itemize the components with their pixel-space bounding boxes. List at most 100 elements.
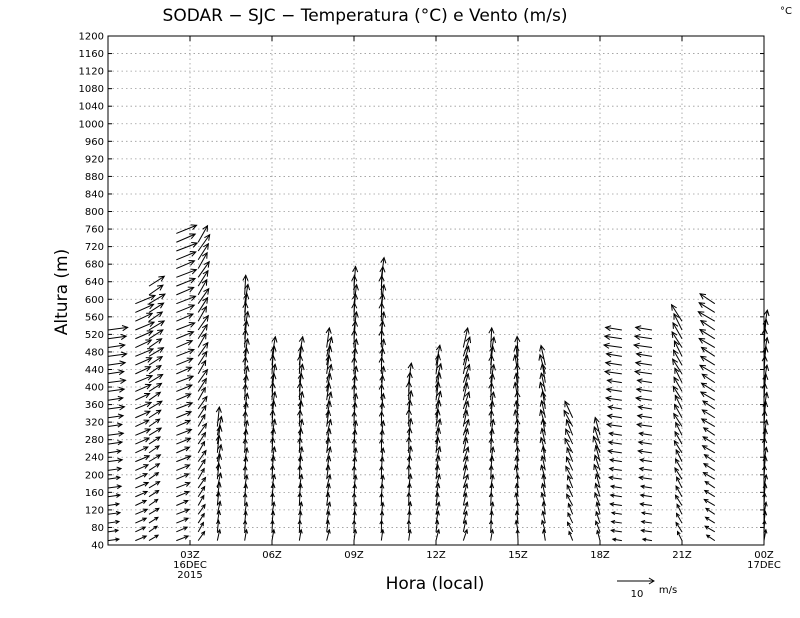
wind-vector-shaft — [197, 468, 205, 480]
wind-vector-head — [539, 408, 546, 416]
wind-vector-shaft — [704, 525, 716, 533]
wind-vector-head — [676, 476, 681, 482]
wind-vector-shaft — [703, 427, 716, 436]
wind-vector-shaft — [595, 511, 601, 524]
wind-vector-shaft — [135, 428, 151, 436]
wind-vector-shaft — [197, 531, 206, 541]
wind-vector-head — [216, 528, 222, 534]
wind-vector-shaft — [435, 501, 440, 515]
wind-vector-head — [352, 528, 358, 534]
wind-vector-shaft — [326, 401, 331, 418]
wind-vector-head — [144, 383, 152, 390]
wind-vector-head — [142, 508, 149, 514]
wind-vector-shaft — [594, 455, 601, 471]
corner-label: °C — [780, 6, 792, 17]
wind-vector-head — [201, 422, 208, 429]
wind-vector-shaft — [380, 475, 384, 489]
wind-vector-head — [672, 385, 679, 393]
wind-vector-shaft — [197, 423, 207, 436]
wind-vector-shaft — [673, 313, 683, 331]
wind-vector-head — [539, 372, 546, 380]
wind-vector-shaft — [244, 293, 248, 313]
wind-vector-shaft — [107, 397, 123, 401]
wind-vector-head — [513, 399, 520, 407]
wind-vector-head — [184, 446, 191, 452]
wind-vector-head — [699, 364, 707, 371]
wind-vector-shaft — [107, 521, 120, 524]
wind-vector-shaft — [107, 335, 127, 340]
wind-vector-shaft — [271, 446, 275, 462]
wind-profile — [488, 326, 497, 541]
wind-vector-head — [464, 473, 469, 480]
wind-vector-shaft — [176, 295, 196, 305]
wind-vector-shaft — [326, 373, 331, 392]
wind-vector-shaft — [216, 463, 220, 480]
wind-vector-head — [204, 233, 211, 241]
wind-vector-head — [593, 463, 599, 471]
wind-vector-head — [611, 537, 617, 542]
wind-vector-head — [595, 501, 601, 507]
wind-vector-head — [352, 265, 359, 273]
wind-vector-head — [436, 390, 443, 398]
wind-vector-shaft — [244, 338, 249, 357]
y-tick-label: 800 — [85, 207, 104, 218]
wind-vector-shaft — [435, 418, 441, 436]
wind-vector-shaft — [353, 420, 357, 436]
wind-vector-shaft — [135, 312, 153, 322]
wind-vector-shaft — [640, 459, 653, 463]
wind-vector-shaft — [197, 414, 206, 427]
x-tick-label: 17DEC — [747, 560, 781, 571]
wind-vector-shaft — [298, 336, 304, 357]
wind-vector-shaft — [176, 393, 192, 401]
wind-vector-head — [699, 293, 707, 300]
wind-vector-head — [118, 386, 126, 393]
wind-vector-head — [201, 359, 207, 366]
wind-vector-shaft — [176, 446, 190, 454]
wind-vector-head — [674, 430, 680, 437]
wind-vector-shaft — [271, 373, 275, 392]
wind-vector-shaft — [638, 441, 653, 445]
wind-vector-shaft — [635, 362, 653, 366]
wind-vector-head — [594, 491, 599, 498]
y-tick-label: 360 — [85, 400, 104, 411]
reference-vector-units: m/s — [659, 585, 677, 596]
wind-vector-head — [704, 525, 710, 530]
wind-vector-shaft — [148, 311, 163, 322]
wind-vector-shaft — [675, 494, 683, 506]
wind-vector-head — [121, 325, 129, 332]
wind-vector-shaft — [326, 355, 330, 374]
wind-vector-head — [115, 537, 121, 542]
y-tick-label: 200 — [85, 470, 104, 481]
wind-vector-shaft — [566, 484, 574, 497]
wind-vector-head — [703, 454, 709, 459]
wind-vector-shaft — [176, 233, 196, 243]
wind-vector-shaft — [462, 336, 471, 357]
wind-vector-shaft — [216, 435, 220, 453]
wind-vector-shaft — [148, 445, 160, 454]
wind-vector-head — [592, 435, 599, 443]
wind-vector-shaft — [706, 534, 716, 542]
wind-vector-head — [673, 439, 679, 446]
wind-vector-head — [700, 418, 708, 424]
wind-vector-head — [119, 360, 127, 367]
wind-vector-shaft — [610, 503, 622, 507]
wind-vector-head — [202, 341, 209, 349]
wind-vector-head — [674, 457, 680, 464]
wind-vector-shaft — [197, 369, 208, 383]
wind-vector-shaft — [197, 477, 206, 489]
wind-profile — [512, 335, 521, 541]
wind-vector-head — [155, 391, 162, 397]
wind-vector-head — [436, 362, 443, 370]
wind-vector-shaft — [490, 346, 494, 366]
wind-vector-head — [595, 510, 600, 516]
y-tick-label: 1200 — [79, 32, 104, 43]
wind-vector-shaft — [607, 379, 622, 384]
wind-vector-head — [142, 473, 149, 478]
wind-profile — [632, 325, 653, 542]
wind-vector-shaft — [541, 520, 546, 532]
wind-vector-shaft — [176, 535, 189, 542]
wind-vector-shaft — [148, 293, 166, 305]
wind-vector-shaft — [540, 437, 546, 453]
wind-vector-head — [603, 333, 611, 340]
wind-vector-shaft — [490, 529, 494, 541]
